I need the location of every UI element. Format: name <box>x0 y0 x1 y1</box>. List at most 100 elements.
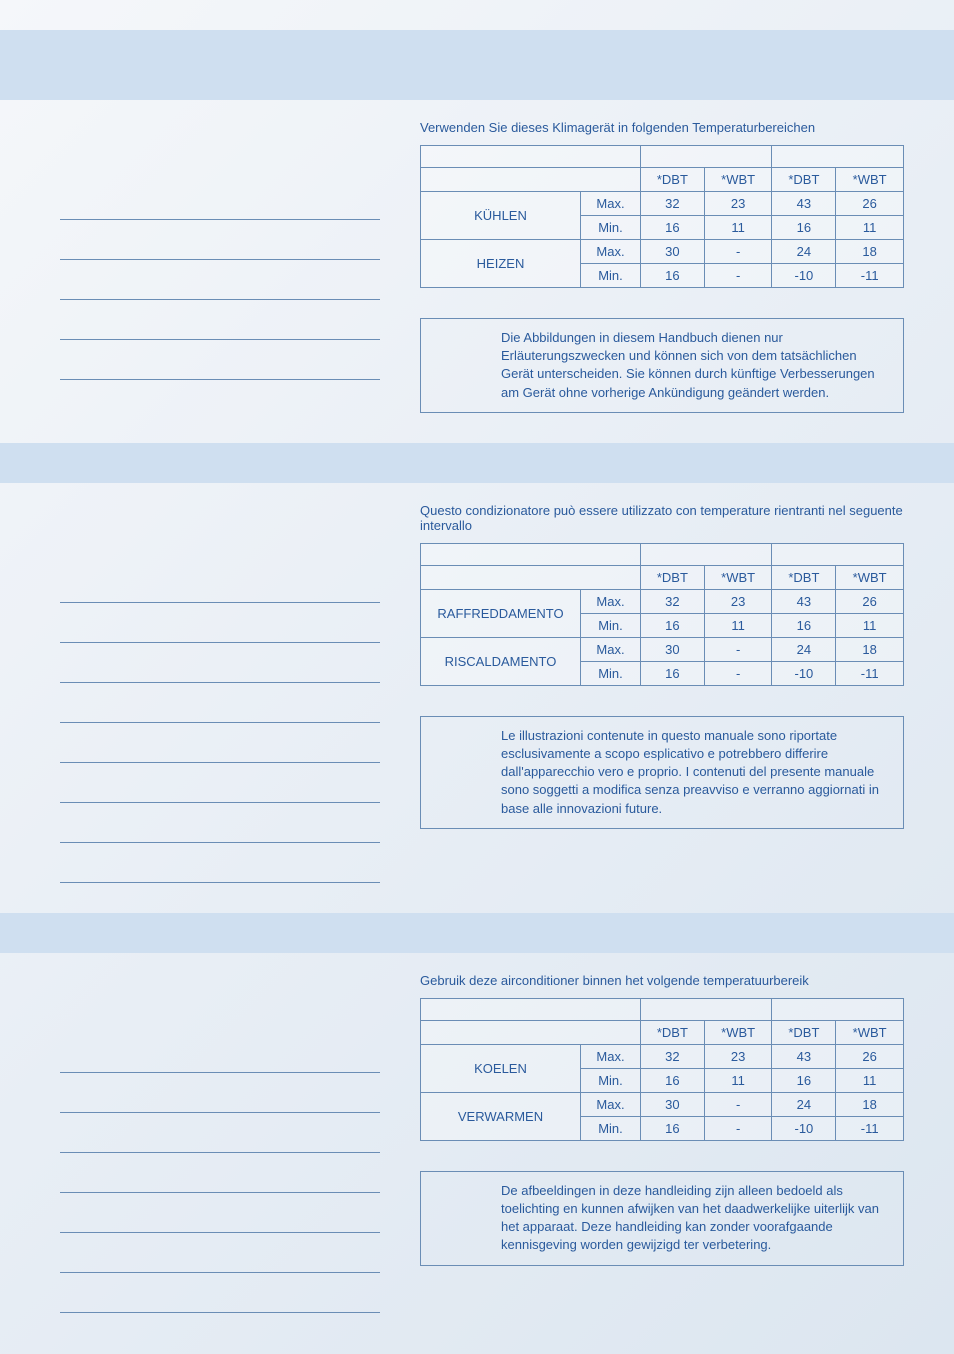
index-line <box>60 683 380 723</box>
index-line <box>60 220 380 260</box>
value-cell: 16 <box>772 1068 836 1092</box>
column-header: *DBT <box>772 565 836 589</box>
index-line <box>60 260 380 300</box>
index-line <box>60 300 380 340</box>
index-column <box>60 120 380 413</box>
value-cell: 23 <box>704 192 772 216</box>
index-line <box>60 1073 380 1113</box>
value-cell: 23 <box>704 589 772 613</box>
index-line <box>60 1153 380 1193</box>
index-line <box>60 1233 380 1273</box>
value-cell: 16 <box>640 264 704 288</box>
table-row: HEIZENMax.30-2418 <box>421 240 904 264</box>
index-line <box>60 643 380 683</box>
section: Gebruik deze airconditioner binnen het v… <box>60 973 904 1313</box>
mode-label: RISCALDAMENTO <box>421 637 581 685</box>
column-header: *WBT <box>704 168 772 192</box>
value-cell: 26 <box>836 589 904 613</box>
mode-label: VERWARMEN <box>421 1092 581 1140</box>
value-cell: 18 <box>836 1092 904 1116</box>
index-line <box>60 180 380 220</box>
minmax-label: Max. <box>581 637 641 661</box>
minmax-label: Min. <box>581 264 641 288</box>
index-line <box>60 1113 380 1153</box>
index-line <box>60 843 380 883</box>
column-header: *DBT <box>640 565 704 589</box>
column-header: *DBT <box>772 1020 836 1044</box>
value-cell: 16 <box>640 661 704 685</box>
note-box: De afbeeldingen in deze handleiding zijn… <box>420 1171 904 1266</box>
value-cell: 30 <box>640 1092 704 1116</box>
minmax-label: Max. <box>581 1092 641 1116</box>
mode-label: RAFFREDDAMENTO <box>421 589 581 637</box>
value-cell: - <box>704 264 772 288</box>
index-line <box>60 1273 380 1313</box>
value-cell: - <box>704 637 772 661</box>
note-box: Le illustrazioni contenute in questo man… <box>420 716 904 829</box>
value-cell: 26 <box>836 192 904 216</box>
value-cell: -11 <box>836 264 904 288</box>
temperature-table: *DBT*WBT*DBT*WBTKÜHLENMax.32234326Min.16… <box>420 145 904 288</box>
table-row: KOELENMax.32234326 <box>421 1044 904 1068</box>
column-header: *DBT <box>640 168 704 192</box>
value-cell: - <box>704 661 772 685</box>
minmax-label: Min. <box>581 1116 641 1140</box>
minmax-label: Max. <box>581 589 641 613</box>
index-line <box>60 1193 380 1233</box>
value-cell: 11 <box>836 216 904 240</box>
temperature-table: *DBT*WBT*DBT*WBTKOELENMax.32234326Min.16… <box>420 998 904 1141</box>
value-cell: 16 <box>640 1068 704 1092</box>
column-header: *DBT <box>772 168 836 192</box>
column-header: *WBT <box>704 1020 772 1044</box>
value-cell: 11 <box>704 1068 772 1092</box>
index-column <box>60 973 380 1313</box>
minmax-label: Max. <box>581 1044 641 1068</box>
column-header: *DBT <box>640 1020 704 1044</box>
top-bar <box>0 30 954 100</box>
mode-label: KOELEN <box>421 1044 581 1092</box>
value-cell: - <box>704 1116 772 1140</box>
value-cell: - <box>704 240 772 264</box>
column-header: *WBT <box>836 1020 904 1044</box>
minmax-label: Min. <box>581 613 641 637</box>
table-row: RISCALDAMENTOMax.30-2418 <box>421 637 904 661</box>
value-cell: - <box>704 1092 772 1116</box>
value-cell: 43 <box>772 589 836 613</box>
table-row: KÜHLENMax.32234326 <box>421 192 904 216</box>
section-bar <box>0 443 954 483</box>
value-cell: 43 <box>772 192 836 216</box>
value-cell: -11 <box>836 661 904 685</box>
value-cell: 24 <box>772 637 836 661</box>
value-cell: 16 <box>640 216 704 240</box>
content-column: Gebruik deze airconditioner binnen het v… <box>420 973 904 1313</box>
index-line <box>60 1033 380 1073</box>
minmax-label: Min. <box>581 661 641 685</box>
value-cell: -10 <box>772 264 836 288</box>
mode-label: HEIZEN <box>421 240 581 288</box>
column-header: *WBT <box>836 565 904 589</box>
value-cell: 30 <box>640 637 704 661</box>
minmax-label: Max. <box>581 192 641 216</box>
value-cell: 30 <box>640 240 704 264</box>
table-caption: Gebruik deze airconditioner binnen het v… <box>420 973 904 988</box>
value-cell: 23 <box>704 1044 772 1068</box>
section: Questo condizionatore può essere utilizz… <box>60 503 904 883</box>
value-cell: -11 <box>836 1116 904 1140</box>
value-cell: 16 <box>772 216 836 240</box>
table-caption: Verwenden Sie dieses Klimagerät in folge… <box>420 120 904 135</box>
value-cell: 32 <box>640 589 704 613</box>
index-line <box>60 803 380 843</box>
section-bar <box>0 913 954 953</box>
minmax-label: Min. <box>581 1068 641 1092</box>
value-cell: 24 <box>772 240 836 264</box>
value-cell: 26 <box>836 1044 904 1068</box>
value-cell: 24 <box>772 1092 836 1116</box>
table-row: VERWARMENMax.30-2418 <box>421 1092 904 1116</box>
minmax-label: Max. <box>581 240 641 264</box>
index-line <box>60 603 380 643</box>
value-cell: 11 <box>836 613 904 637</box>
value-cell: 16 <box>640 1116 704 1140</box>
column-header: *WBT <box>704 565 772 589</box>
note-box: Die Abbildungen in diesem Handbuch diene… <box>420 318 904 413</box>
index-line <box>60 340 380 380</box>
